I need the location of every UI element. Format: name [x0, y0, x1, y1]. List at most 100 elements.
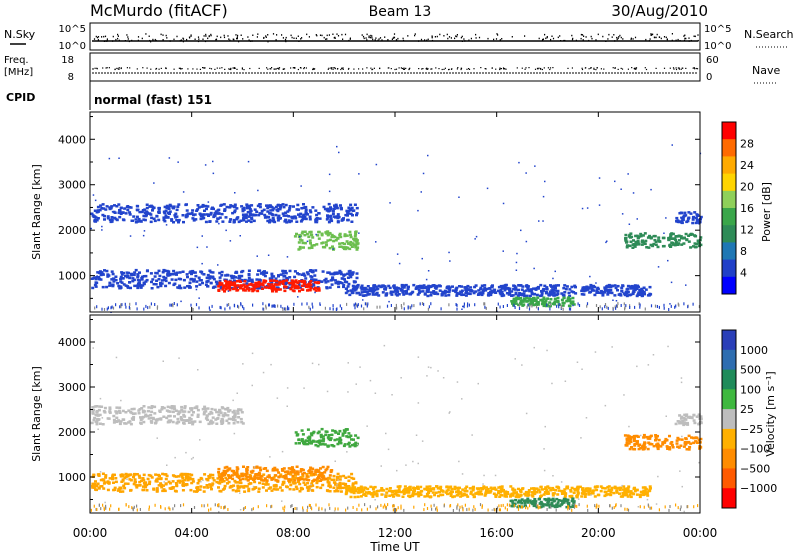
velocity-mark [321, 484, 324, 487]
velocity-mark [540, 486, 543, 489]
velocity-mark [156, 487, 159, 490]
velocity-mark [245, 470, 248, 473]
freq-point [673, 67, 674, 68]
velocity-mark [430, 488, 433, 491]
velocity-mark [633, 437, 636, 440]
velocity-mark [561, 493, 564, 496]
velocity-mark [139, 422, 142, 425]
power-mark [93, 215, 96, 218]
velocity-mark [187, 479, 190, 482]
velocity-mark [107, 417, 110, 420]
velocity-mark [650, 435, 653, 438]
velocity-noise-mark [396, 470, 398, 472]
velocity-mark [163, 488, 166, 491]
power-noise-mark [658, 266, 660, 268]
freq-point [396, 69, 397, 70]
power-mark [352, 285, 355, 288]
nsky-point [612, 36, 613, 38]
freq-point [303, 68, 304, 69]
velocity-mark [141, 489, 144, 492]
power-noise-mark [144, 230, 146, 232]
velocity-mark [236, 466, 239, 469]
power-mark [580, 290, 583, 293]
nsky-point [619, 35, 620, 37]
power-mark [221, 220, 224, 223]
freq-point [335, 68, 336, 69]
power-mark [292, 205, 295, 208]
velocity-mark [306, 482, 309, 485]
power-mark [493, 289, 496, 292]
freq-point [403, 68, 404, 69]
velocity-mark [232, 411, 235, 414]
power-mark [301, 239, 304, 242]
velocity-mark [445, 486, 448, 489]
power-mark [186, 273, 189, 276]
velocity-noise-mark [636, 366, 638, 368]
power-mark [143, 282, 146, 285]
power-mark [572, 291, 575, 294]
velocity-mark [155, 419, 158, 422]
nsky-point [285, 39, 286, 41]
power-ground-mark [110, 306, 111, 309]
freq-point [525, 67, 526, 68]
velocity-mark [499, 486, 502, 489]
velocity-mark [676, 439, 679, 442]
power-noise-mark [101, 226, 103, 228]
power-mark [282, 272, 285, 275]
power-mark [120, 271, 123, 274]
power-mark [489, 294, 492, 297]
power-noise-mark [375, 241, 377, 243]
freq-point [121, 68, 122, 69]
power-mark [563, 297, 566, 300]
velocity-mark [685, 413, 688, 416]
power-mark [234, 204, 237, 207]
velocity-mark [556, 486, 559, 489]
power-noise-mark [421, 191, 423, 193]
velocity-mark [654, 434, 657, 437]
nsky-point [656, 37, 657, 39]
velocity-mark [419, 486, 422, 489]
velocity-mark [357, 487, 360, 490]
power-ground-mark [107, 308, 108, 311]
power-noise-mark [213, 173, 215, 175]
velocity-mark [244, 485, 247, 488]
velocity-mark [638, 448, 641, 451]
power-mark [285, 279, 288, 282]
freq-point [485, 68, 486, 69]
freq-point [228, 68, 229, 69]
freq-point [204, 68, 205, 69]
velocity-mark [618, 492, 621, 495]
velocity-mark [524, 502, 527, 505]
power-mark [452, 289, 455, 292]
power-mark [329, 286, 332, 289]
velocity-mark [573, 488, 576, 491]
velocity-mark [153, 406, 156, 409]
velocity-mark [357, 496, 360, 499]
power-mark [234, 272, 237, 275]
velocity-mark [307, 428, 310, 431]
power-mark [342, 286, 345, 289]
power-mark [165, 280, 168, 283]
velocity-mark [632, 493, 635, 496]
power-mark [481, 285, 484, 288]
power-mark [616, 289, 619, 292]
power-mark [150, 221, 153, 224]
power-mark [536, 296, 539, 299]
power-noise-mark [582, 208, 584, 210]
nsky-point [138, 36, 139, 38]
freq-panel-frame [90, 53, 700, 81]
power-mark [596, 291, 599, 294]
power-ytick-label: 3000 [58, 179, 86, 192]
velocity-mark [144, 415, 147, 418]
freq-point [187, 68, 188, 69]
power-ground-mark [271, 305, 272, 308]
power-mark [302, 273, 305, 276]
velocity-mark [639, 494, 642, 497]
power-mark [683, 212, 686, 215]
velocity-mark [96, 410, 99, 413]
velocity-mark [285, 475, 288, 478]
power-colorbar-swatch [722, 225, 736, 243]
power-mark [224, 209, 227, 212]
power-mark [403, 286, 406, 289]
power-mark [133, 274, 136, 277]
